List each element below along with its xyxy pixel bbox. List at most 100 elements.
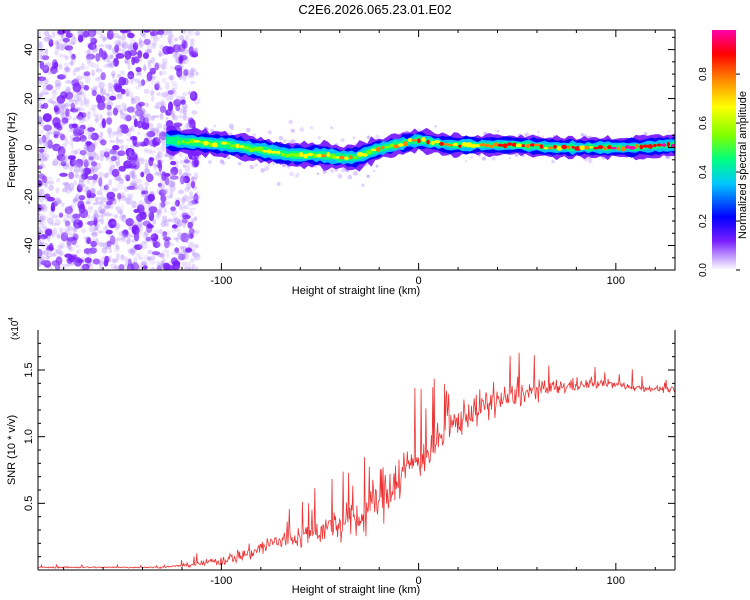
noise-blob	[135, 103, 142, 111]
noise-blob	[72, 198, 80, 203]
noise-blob	[168, 37, 172, 45]
noise-blob	[52, 158, 59, 166]
noise-blob	[157, 172, 163, 178]
noise-blob	[59, 227, 64, 235]
noise-blob	[98, 267, 104, 270]
noise-blob	[40, 257, 45, 263]
noise-blob	[189, 68, 195, 76]
noise-blob	[68, 123, 74, 129]
noise-blob	[183, 266, 191, 270]
noise-blob	[184, 156, 189, 165]
noise-blob	[148, 211, 155, 222]
noise-blob	[52, 252, 56, 257]
noise-blob	[62, 54, 67, 58]
noise-blob	[177, 232, 182, 240]
noise-blob	[136, 203, 143, 209]
noise-blob	[89, 53, 95, 61]
colorbar-tick-label: 0.8	[698, 67, 709, 81]
noise-blob	[169, 76, 174, 82]
noise-blob	[171, 224, 178, 229]
noise-blob	[53, 49, 60, 55]
noise-blob	[103, 226, 108, 232]
noise-blob	[125, 93, 129, 97]
noise-blob	[166, 194, 173, 199]
scatter-dot	[372, 169, 376, 173]
noise-blob	[44, 63, 49, 70]
noise-blob	[183, 175, 190, 184]
noise-blob	[170, 34, 174, 38]
noise-blob	[38, 222, 45, 230]
noise-blob	[122, 104, 128, 112]
noise-blob	[99, 114, 103, 120]
noise-blob	[160, 194, 167, 203]
noise-blob	[191, 110, 198, 115]
noise-blob	[95, 76, 101, 82]
noise-blob	[50, 222, 57, 226]
noise-blob	[79, 134, 87, 142]
noise-blob	[94, 85, 99, 90]
noise-blob	[66, 86, 71, 92]
noise-blob	[140, 157, 145, 165]
signal-peak	[544, 146, 548, 150]
noise-blob	[170, 109, 175, 118]
noise-blob	[77, 200, 85, 210]
noise-blob	[99, 263, 103, 269]
noise-blob	[152, 149, 157, 153]
snr-xtick-label: 100	[607, 575, 625, 587]
noise-blob	[170, 80, 178, 86]
noise-blob	[74, 99, 81, 105]
noise-blob	[137, 50, 143, 59]
signal-peak	[321, 154, 327, 158]
noise-blob	[67, 226, 74, 232]
noise-blob	[38, 50, 46, 57]
noise-blob	[154, 62, 160, 71]
noise-blob	[181, 217, 188, 224]
signal-peak	[356, 152, 364, 157]
noise-blob	[38, 157, 45, 162]
signal-peak	[511, 142, 517, 147]
noise-blob	[77, 91, 83, 96]
noise-blob	[116, 93, 123, 100]
noise-blob	[78, 107, 85, 112]
noise-blob	[194, 244, 199, 249]
noise-blob	[177, 189, 185, 195]
noise-blob	[82, 154, 87, 162]
noise-blob	[121, 33, 127, 41]
noise-blob	[180, 203, 186, 212]
noise-blob	[152, 137, 158, 148]
noise-blob	[124, 256, 130, 261]
noise-blob	[81, 168, 86, 176]
noise-blob	[135, 221, 139, 225]
signal-peak	[484, 143, 490, 148]
noise-blob	[91, 231, 98, 238]
noise-blob	[79, 127, 84, 134]
noise-blob	[181, 49, 189, 55]
noise-blob	[109, 148, 117, 155]
noise-blob	[87, 214, 91, 219]
noise-blob	[99, 196, 107, 200]
noise-blob	[98, 177, 103, 187]
noise-blob	[85, 110, 92, 115]
noise-blob	[96, 222, 100, 228]
noise-blob	[74, 224, 80, 230]
noise-blob	[57, 244, 63, 249]
noise-blob	[119, 70, 124, 75]
noise-blob	[189, 42, 195, 48]
noise-blob	[87, 152, 93, 158]
noise-blob	[156, 147, 160, 151]
signal-peak	[202, 140, 209, 146]
noise-blob	[42, 64, 50, 74]
scatter-dot	[347, 174, 353, 180]
noise-blob	[75, 158, 84, 168]
noise-blob	[63, 42, 68, 48]
noise-blob	[129, 195, 134, 200]
noise-blob	[66, 242, 72, 250]
noise-blob	[124, 258, 129, 264]
noise-blob	[38, 250, 46, 256]
noise-blob	[44, 137, 49, 145]
noise-blob	[139, 115, 145, 125]
noise-blob	[105, 92, 110, 97]
noise-blob	[70, 102, 76, 111]
scatter-dot	[482, 156, 486, 161]
noise-blob	[156, 265, 163, 270]
